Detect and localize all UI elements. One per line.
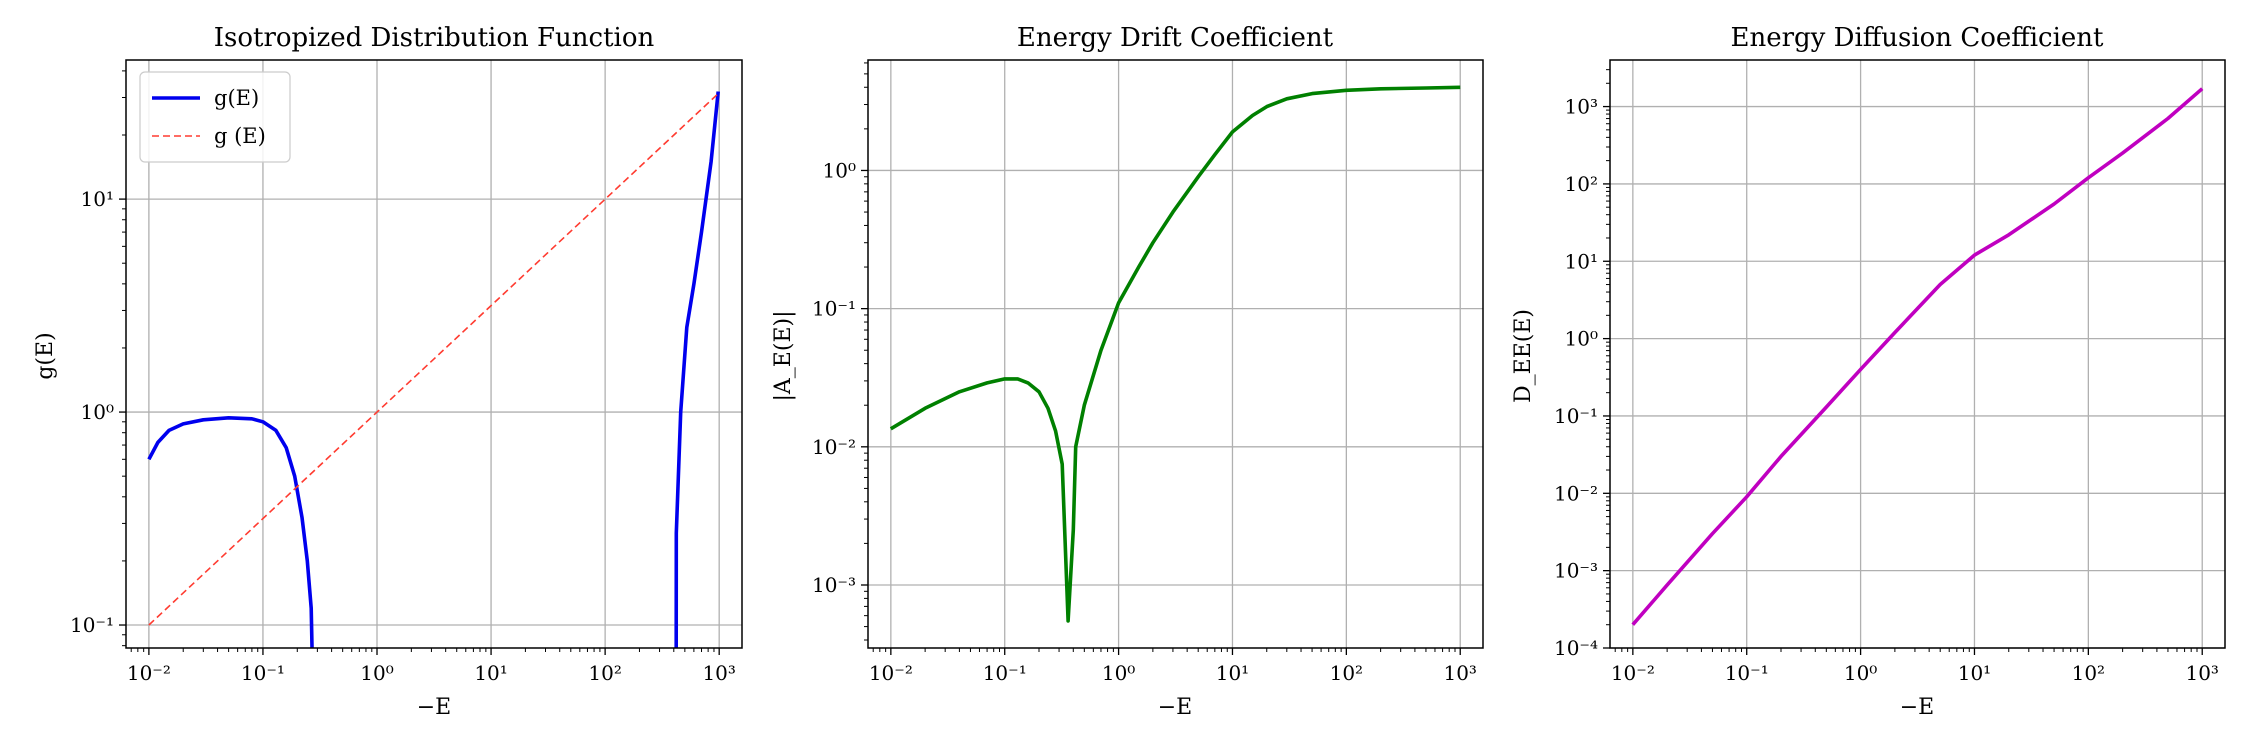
y-tick-label: 10² [1565,172,1598,196]
x-tick-label: 10⁻¹ [1725,661,1769,685]
chart-title: Isotropized Distribution Function [214,23,655,53]
y-tick-label: 10⁻² [812,435,856,459]
plot-frame [1609,59,2226,649]
series-line-1 [1631,87,2204,626]
x-tick-label: 10² [1330,661,1363,685]
legend-label: g (E) [214,124,266,148]
y-tick-label: 10¹ [81,187,114,211]
x-tick-label: 10⁻² [127,661,171,685]
legend-label: g(E) [214,86,259,110]
x-tick-label: 10¹ [474,661,507,685]
x-tick-label: 10⁻¹ [983,661,1027,685]
series-line-2 [148,92,720,626]
chart-title: Energy Diffusion Coefficient [1730,23,2104,53]
x-tick-label: 10¹ [1958,661,1991,685]
x-axis-label: −E [1900,695,1935,720]
x-tick-label: 10³ [702,661,735,685]
panel-drift-coefficient: Energy Drift Coefficient −E |A_E(E)| 10⁻… [771,23,1484,720]
panel-distribution-function: Isotropized Distribution Function −E g(E… [33,23,743,720]
x-tick-label: 10⁰ [360,661,393,685]
x-tick-label: 10⁰ [1102,661,1135,685]
y-tick-label: 10⁻¹ [812,297,856,321]
x-axis-label: −E [1158,695,1193,720]
series-line-1 [674,91,720,648]
x-axis-label: −E [417,695,452,720]
chart-title: Energy Drift Coefficient [1017,23,1334,53]
x-tick-label: 10³ [2185,661,2218,685]
legend-box [139,71,291,163]
y-tick-label: 10⁻² [1554,481,1598,505]
y-axis-label: g(E) [33,332,58,379]
panel-diffusion-coefficient: Energy Diffusion Coefficient −E D_EE(E) … [1511,23,2226,720]
y-tick-label: 10⁻¹ [1554,404,1598,428]
x-tick-label: 10⁻² [869,661,913,685]
x-tick-label: 10³ [1443,661,1476,685]
x-tick-label: 10⁻² [1611,661,1655,685]
x-tick-label: 10⁻¹ [241,661,285,685]
y-tick-label: 10³ [1565,95,1598,119]
y-tick-label: 10¹ [1565,249,1598,273]
y-axis-label: D_EE(E) [1511,309,1536,403]
y-axis-label: |A_E(E)| [771,311,796,402]
x-tick-label: 10⁰ [1844,661,1877,685]
plot-frame [867,59,1484,649]
y-tick-label: 10⁰ [1565,327,1598,351]
series-line-1 [147,416,314,648]
plot-frame [125,59,743,649]
y-tick-label: 10⁰ [823,158,856,182]
y-tick-label: 10⁻¹ [70,613,114,637]
x-tick-label: 10² [588,661,621,685]
series-line-1 [889,85,1461,623]
y-tick-label: 10⁻³ [1554,559,1598,583]
x-tick-label: 10² [2072,661,2105,685]
y-tick-label: 10⁻⁴ [1554,636,1598,660]
y-tick-label: 10⁻³ [812,573,856,597]
y-tick-label: 10⁰ [81,400,114,424]
x-tick-label: 10¹ [1216,661,1249,685]
